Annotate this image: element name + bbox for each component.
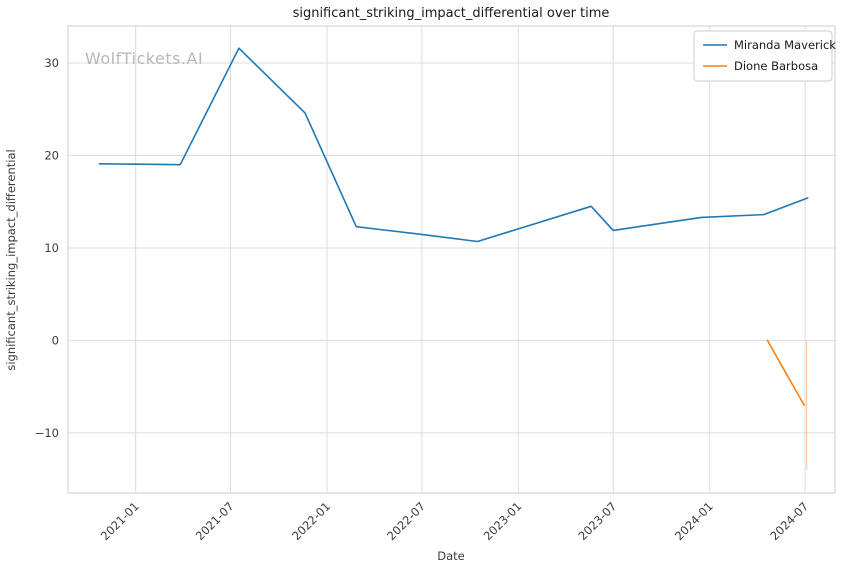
x-axis-tick-labels: 2021-01 2021-07 2022-01 2022-07 2023-01 2023-…: [98, 499, 811, 543]
chart-title: significant_striking_impact_differential…: [293, 6, 610, 21]
watermark: WolfTickets.AI: [85, 49, 203, 68]
series-line-dione-barbosa: [766, 339, 805, 406]
x-tick-label: 2024-01: [672, 499, 716, 543]
y-tick-label: 10: [44, 241, 59, 255]
y-tick-label: −10: [35, 426, 59, 440]
x-tick-label: 2023-01: [481, 499, 525, 543]
x-axis-label: Date: [437, 549, 465, 563]
series-line-miranda-maverick: [98, 47, 809, 243]
x-tick-label: 2021-01: [98, 499, 142, 543]
y-axis-label: significant_striking_impact_differential: [4, 149, 18, 370]
series-lines: [98, 47, 809, 470]
x-tick-label: 2024-07: [767, 499, 811, 543]
y-tick-label: 20: [44, 148, 59, 162]
x-tick-label: 2021-07: [193, 499, 237, 543]
legend-label-dione-barbosa: Dione Barbosa: [734, 59, 818, 73]
y-axis-tick-labels: −10 0 10 20 30: [35, 56, 59, 440]
plot-border: [67, 25, 836, 494]
y-tick-label: 0: [52, 333, 59, 347]
legend-label-miranda-maverick: Miranda Maverick: [734, 38, 836, 52]
x-tick-label: 2023-07: [575, 499, 619, 543]
legend: Miranda Maverick Dione Barbosa: [693, 30, 836, 82]
plot-area: [68, 26, 835, 493]
legend-box: [693, 30, 833, 82]
y-tick-label: 30: [44, 56, 59, 70]
x-tick-label: 2022-01: [289, 499, 333, 543]
x-tick-label: 2022-07: [384, 499, 428, 543]
